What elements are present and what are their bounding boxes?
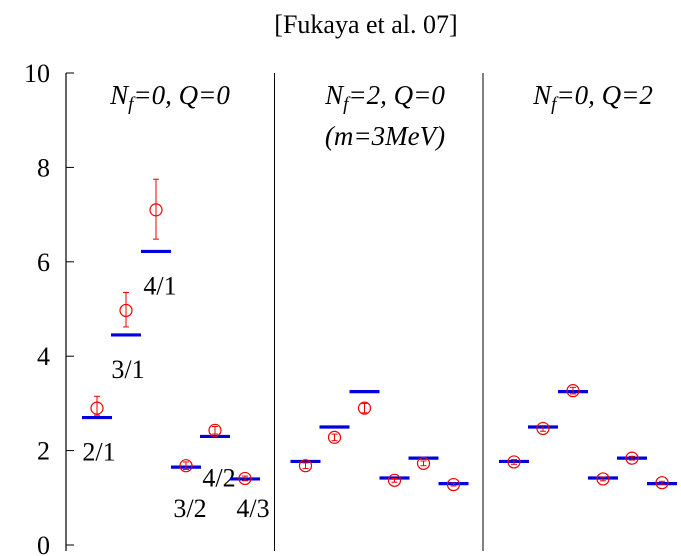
data-point (149, 203, 163, 217)
y-tick-label: 8 (37, 153, 50, 182)
data-point (655, 476, 669, 490)
panel-title: Nf=2, Q=0 (324, 80, 445, 115)
data-point (208, 423, 222, 437)
y-tick-label: 6 (37, 248, 50, 277)
panel-title-rest: =0, Q=2 (556, 80, 652, 110)
data-point (327, 430, 342, 444)
panel-title-subscript: f (551, 94, 559, 115)
data-point (507, 455, 521, 469)
data-point (90, 401, 104, 415)
y-tick-label: 10 (24, 59, 50, 88)
y-tick-label: 4 (37, 342, 50, 371)
panel-title-symbol: N (532, 80, 553, 110)
data-point (298, 459, 313, 473)
data-point (357, 401, 372, 415)
data-point (416, 456, 431, 470)
panel-title: Nf=0, Q=0 (109, 80, 230, 115)
data-point (536, 421, 550, 436)
panel-sublabel: (m=3MeV) (325, 121, 445, 151)
panel-title-rest: =0, Q=0 (133, 80, 230, 110)
data-point (387, 473, 402, 487)
y-tick-label: 0 (37, 531, 50, 556)
data-point (238, 471, 252, 486)
y-tick-label: 2 (37, 437, 50, 466)
panel-title: Nf=0, Q=2 (532, 80, 653, 115)
data-point (446, 477, 461, 492)
chart-axes: 0 2 4 6 8 10 (24, 59, 484, 556)
chart-title: [Fukaya et al. 07] (274, 10, 457, 39)
data-point (566, 384, 580, 398)
panel-title-symbol: N (324, 80, 345, 110)
data-point (596, 472, 610, 486)
data-point (179, 459, 193, 473)
ratio-label: 4/1 (143, 271, 176, 300)
ratio-label: 4/3 (236, 494, 269, 523)
panel-title-rest: =2, Q=0 (348, 80, 445, 110)
panel-title-symbol: N (109, 80, 130, 110)
data-point (119, 303, 133, 318)
panel-title-subscript: f (343, 94, 351, 115)
ratio-label: 2/1 (82, 438, 115, 467)
data-point (625, 451, 639, 465)
ratio-label: 3/1 (111, 355, 144, 384)
panel-labels: Nf=0, Q=0 Nf=2, Q=0(m=3MeV)Nf=0, Q=22/13/… (82, 80, 652, 523)
panel-title-subscript: f (128, 94, 136, 115)
ratio-label: 3/2 (173, 494, 206, 523)
chart-marks (82, 178, 677, 492)
